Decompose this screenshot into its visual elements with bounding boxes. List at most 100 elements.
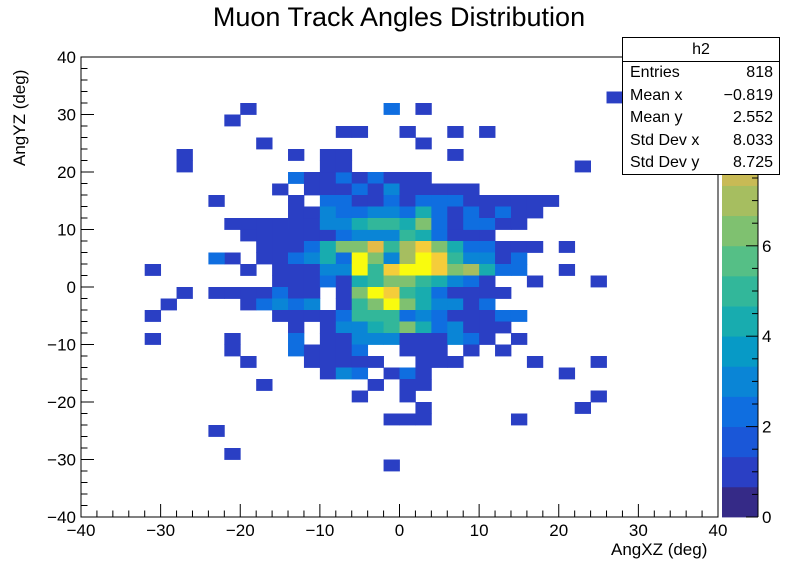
- heatmap-cell: [399, 413, 416, 426]
- heatmap-cell: [463, 206, 480, 219]
- heatmap-cell: [479, 218, 496, 230]
- heatmap-cell: [335, 183, 353, 196]
- heatmap-cell: [351, 390, 369, 403]
- stats-value: 818: [746, 64, 773, 81]
- heatmap-cell: [367, 333, 384, 345]
- heatmap-cell: [335, 218, 353, 230]
- stats-value: 2.552: [732, 109, 773, 127]
- heatmap-cell: [288, 344, 305, 357]
- heatmap-cell: [367, 218, 384, 230]
- heatmap-cell: [574, 160, 591, 173]
- x-axis-label: AngXZ (deg): [611, 540, 708, 559]
- heatmap-cell: [510, 413, 528, 426]
- z-tick-label: 6: [762, 237, 771, 256]
- stats-box: h2 Entries 818 Mean x −0.819 Mean y 2.55…: [622, 37, 780, 175]
- heatmap-cell: [256, 379, 273, 391]
- heatmap-cell: [447, 310, 464, 322]
- heatmap-cell: [224, 333, 241, 345]
- heatmap-cell: [351, 264, 369, 276]
- heatmap-cell: [240, 287, 257, 299]
- heatmap-cell: [431, 183, 448, 196]
- heatmap-cell: [224, 448, 241, 460]
- heatmap-cell: [351, 241, 369, 253]
- heatmap-cell: [367, 321, 384, 334]
- heatmap-cell: [335, 160, 353, 173]
- heatmap-cell: [303, 275, 321, 288]
- heatmap-cell: [176, 160, 193, 173]
- heatmap-cell: [431, 252, 448, 265]
- heatmap-cell: [463, 333, 480, 345]
- heatmap-cell: [240, 103, 257, 115]
- heatmap-cell: [399, 390, 416, 403]
- stats-label: Std Dev x: [630, 131, 700, 149]
- heatmap-cell: [351, 126, 369, 138]
- heatmap-cell: [399, 229, 416, 242]
- heatmap-cell: [319, 344, 337, 357]
- heatmap-cell: [590, 356, 607, 368]
- heatmap-cell: [256, 241, 273, 253]
- heatmap-cell: [256, 298, 273, 311]
- heatmap-cell: [447, 321, 464, 334]
- heatmap-cell: [542, 195, 560, 207]
- heatmap-cell: [351, 321, 369, 334]
- heatmap-cell: [431, 321, 448, 334]
- heatmap-cell: [319, 241, 337, 253]
- heatmap-cell: [144, 333, 162, 345]
- heatmap-cell: [319, 218, 337, 230]
- heatmap-cell: [479, 252, 496, 265]
- heatmap-cell: [383, 298, 400, 311]
- heatmap-cell: [319, 183, 337, 196]
- heatmap-cell: [399, 126, 416, 138]
- y-tick-label: 40: [57, 48, 76, 67]
- heatmap-cell: [256, 137, 273, 150]
- heatmap-cell: [463, 310, 480, 322]
- heatmap-cell: [447, 356, 464, 368]
- heatmap-cell: [479, 229, 496, 242]
- heatmap-cell: [399, 333, 416, 345]
- heatmap-cell: [160, 298, 177, 311]
- heatmap-cell: [399, 241, 416, 253]
- heatmap-cell: [526, 275, 544, 288]
- heatmap-cell: [319, 356, 337, 368]
- x-tick-label: −30: [146, 521, 175, 540]
- heatmap-cell: [415, 218, 432, 230]
- heatmap-cell: [399, 195, 416, 207]
- heatmap-cell: [479, 298, 496, 311]
- heatmap-cell: [463, 344, 480, 357]
- heatmap-cell: [495, 310, 512, 322]
- stats-label: Mean x: [630, 86, 683, 104]
- heatmap-cell: [415, 413, 432, 426]
- heatmap-cell: [463, 321, 480, 334]
- heatmap-cell: [383, 218, 400, 230]
- palette-swatch: [722, 175, 758, 186]
- z-tick-label: 0: [762, 508, 771, 527]
- heatmap-cell: [303, 298, 321, 311]
- y-tick-label: −10: [47, 336, 76, 355]
- heatmap-cell: [351, 195, 369, 207]
- heatmap-cell: [351, 172, 369, 184]
- heatmap-cell: [351, 287, 369, 299]
- y-tick-label: −30: [47, 451, 76, 470]
- heatmap-cell: [288, 172, 305, 184]
- heatmap-cell: [431, 206, 448, 219]
- palette-swatch: [722, 306, 758, 337]
- heatmap-cell: [351, 275, 369, 288]
- heatmap-cell: [288, 264, 305, 276]
- stats-row-mean-x: Mean x −0.819: [623, 85, 779, 108]
- heatmap-cell: [367, 252, 384, 265]
- heatmap-cell: [288, 333, 305, 345]
- stats-value: 8.725: [732, 154, 773, 172]
- heatmap-cell: [383, 321, 400, 334]
- y-axis: −40 −30 −20 −10 0 10 20 30 40: [47, 48, 94, 527]
- heatmap-cell: [415, 241, 432, 253]
- heatmap-cell: [399, 379, 416, 391]
- heatmap-cell: [463, 275, 480, 288]
- heatmap-cell: [415, 252, 432, 265]
- heatmap-cell: [272, 183, 289, 196]
- heatmap-cell: [351, 218, 369, 230]
- heatmap-cell: [415, 287, 432, 299]
- heatmap-cell: [399, 206, 416, 219]
- heatmap-cell: [272, 218, 289, 230]
- heatmap-cell: [351, 298, 369, 311]
